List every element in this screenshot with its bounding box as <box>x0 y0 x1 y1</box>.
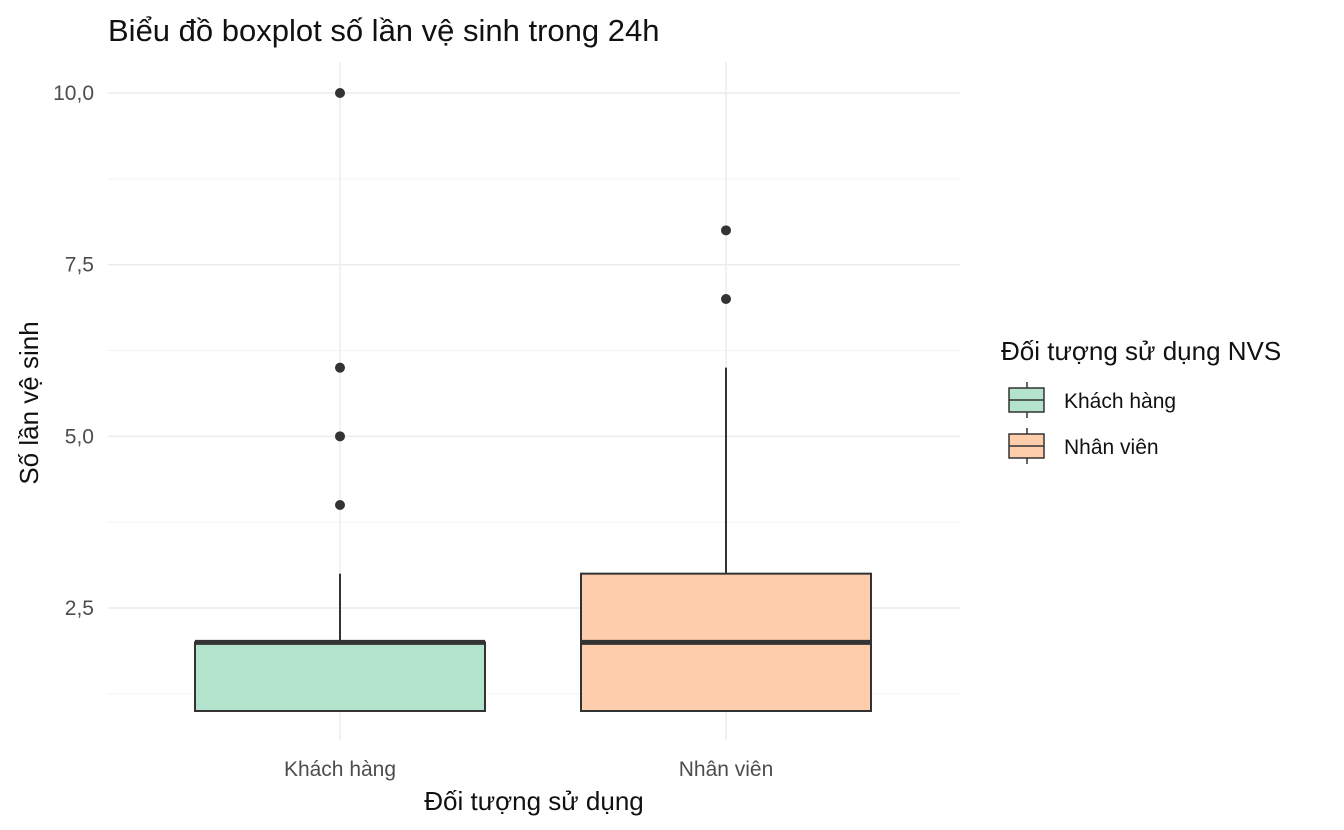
y-axis-ticks: 2,5 5,0 7,5 10,0 <box>53 82 94 620</box>
boxes-layer <box>194 88 872 713</box>
legend-item: Nhân viên <box>1008 428 1159 464</box>
box-khach-hang <box>194 88 486 712</box>
legend-label: Nhân viên <box>1064 436 1159 459</box>
y-tick-label: 10,0 <box>53 82 94 105</box>
chart-title: Biểu đồ boxplot số lần vệ sinh trong 24h <box>108 13 660 48</box>
y-axis-title: Số lần vệ sinh <box>14 321 44 484</box>
x-tick-label: Nhân viên <box>679 758 774 781</box>
outlier-point <box>721 225 731 236</box>
x-axis-title: Đối tượng sử dụng <box>424 786 644 816</box>
x-tick-label: Khách hàng <box>284 758 396 781</box>
outlier-point <box>335 88 345 98</box>
outlier-point <box>335 431 345 442</box>
outlier-point <box>335 500 345 510</box>
outlier-point <box>335 362 345 373</box>
y-tick-label: 5,0 <box>65 425 94 448</box>
legend-label: Khách hàng <box>1064 390 1176 413</box>
x-axis-ticks: Khách hàng Nhân viên <box>284 758 773 781</box>
box-nhan-vien <box>580 225 872 713</box>
box-body <box>194 641 486 712</box>
y-tick-label: 7,5 <box>65 254 94 277</box>
legend: Đối tượng sử dụng NVS Khách hàng Nhân viê… <box>1001 336 1281 464</box>
legend-title: Đối tượng sử dụng NVS <box>1001 336 1281 366</box>
outlier-point <box>721 294 731 304</box>
y-tick-label: 2,5 <box>65 597 94 620</box>
legend-item: Khách hàng <box>1008 382 1176 418</box>
